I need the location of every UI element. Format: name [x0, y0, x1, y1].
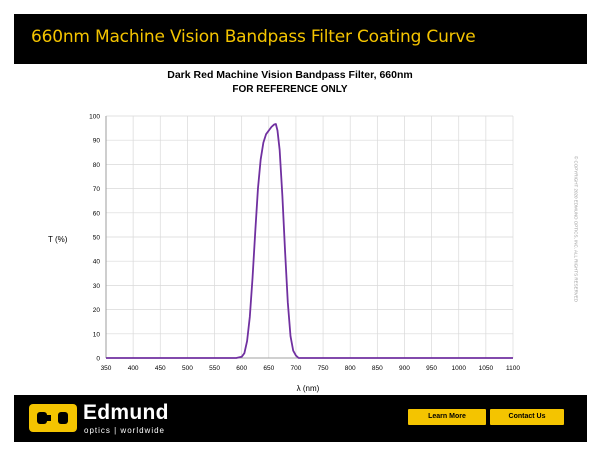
y-axis-label: T (%) [48, 235, 68, 244]
x-tick-label: 1000 [451, 365, 466, 372]
chart-grid [105, 115, 514, 359]
page-title: 660nm Machine Vision Bandpass Filter Coa… [31, 27, 476, 47]
y-tick-label: 50 [93, 235, 101, 242]
y-tick-label: 10 [93, 331, 101, 338]
x-tick-label: 600 [236, 365, 247, 372]
x-tick-label: 900 [399, 365, 410, 372]
y-tick-labels: 0 10 20 30 40 50 60 70 80 90 100 [89, 114, 100, 363]
x-tick-label: 550 [209, 365, 220, 372]
coating-curve-chart: 0 10 20 30 40 50 60 70 80 90 100 350 400 450 500 550 60… [48, 69, 521, 393]
x-tick-label: 750 [318, 365, 329, 372]
chart-title: Dark Red Machine Vision Bandpass Filter,… [167, 69, 412, 81]
x-tick-label: 450 [155, 365, 166, 372]
x-tick-label: 850 [372, 365, 383, 372]
x-tick-label: 700 [291, 365, 302, 372]
page-frame: 660nm Machine Vision Bandpass Filter Coa… [14, 14, 587, 442]
x-tick-label: 1100 [506, 365, 520, 372]
learn-more-button[interactable]: Learn More [408, 409, 486, 425]
x-tick-label: 400 [128, 365, 139, 372]
x-tick-label: 950 [426, 365, 437, 372]
edmund-logo-icon [29, 404, 77, 432]
y-tick-label: 70 [93, 186, 101, 193]
header-bar: 660nm Machine Vision Bandpass Filter Coa… [14, 14, 587, 64]
brand-name: Edmund [83, 401, 169, 424]
x-tick-label: 800 [345, 365, 356, 372]
x-tick-labels: 350 400 450 500 550 600 650 700 750 800 850 900 950 1… [101, 365, 521, 372]
y-tick-label: 100 [89, 114, 100, 121]
contact-us-button[interactable]: Contact Us [490, 409, 564, 425]
x-tick-label: 350 [101, 365, 112, 372]
y-tick-label: 0 [96, 356, 100, 363]
series-layer [106, 123, 513, 359]
y-tick-label: 90 [93, 138, 101, 145]
x-tick-label: 500 [182, 365, 193, 372]
footer-bar: Edmund optics | worldwide Learn More Con… [14, 395, 587, 442]
x-axis-label: λ (nm) [297, 384, 320, 393]
brand-tagline: optics | worldwide [84, 426, 165, 435]
chart-subtitle: FOR REFERENCE ONLY [232, 84, 348, 95]
y-tick-label: 60 [93, 210, 101, 217]
transmission-curve [106, 123, 513, 359]
y-tick-label: 80 [93, 162, 101, 169]
y-tick-label: 20 [93, 307, 101, 314]
y-tick-label: 30 [93, 283, 101, 290]
y-tick-label: 40 [93, 259, 101, 266]
x-tick-label: 1050 [479, 365, 494, 372]
copyright-notice: © COPYRIGHT 2020 EDMUND OPTICS, INC. ALL… [573, 155, 579, 303]
x-tick-label: 650 [263, 365, 274, 372]
